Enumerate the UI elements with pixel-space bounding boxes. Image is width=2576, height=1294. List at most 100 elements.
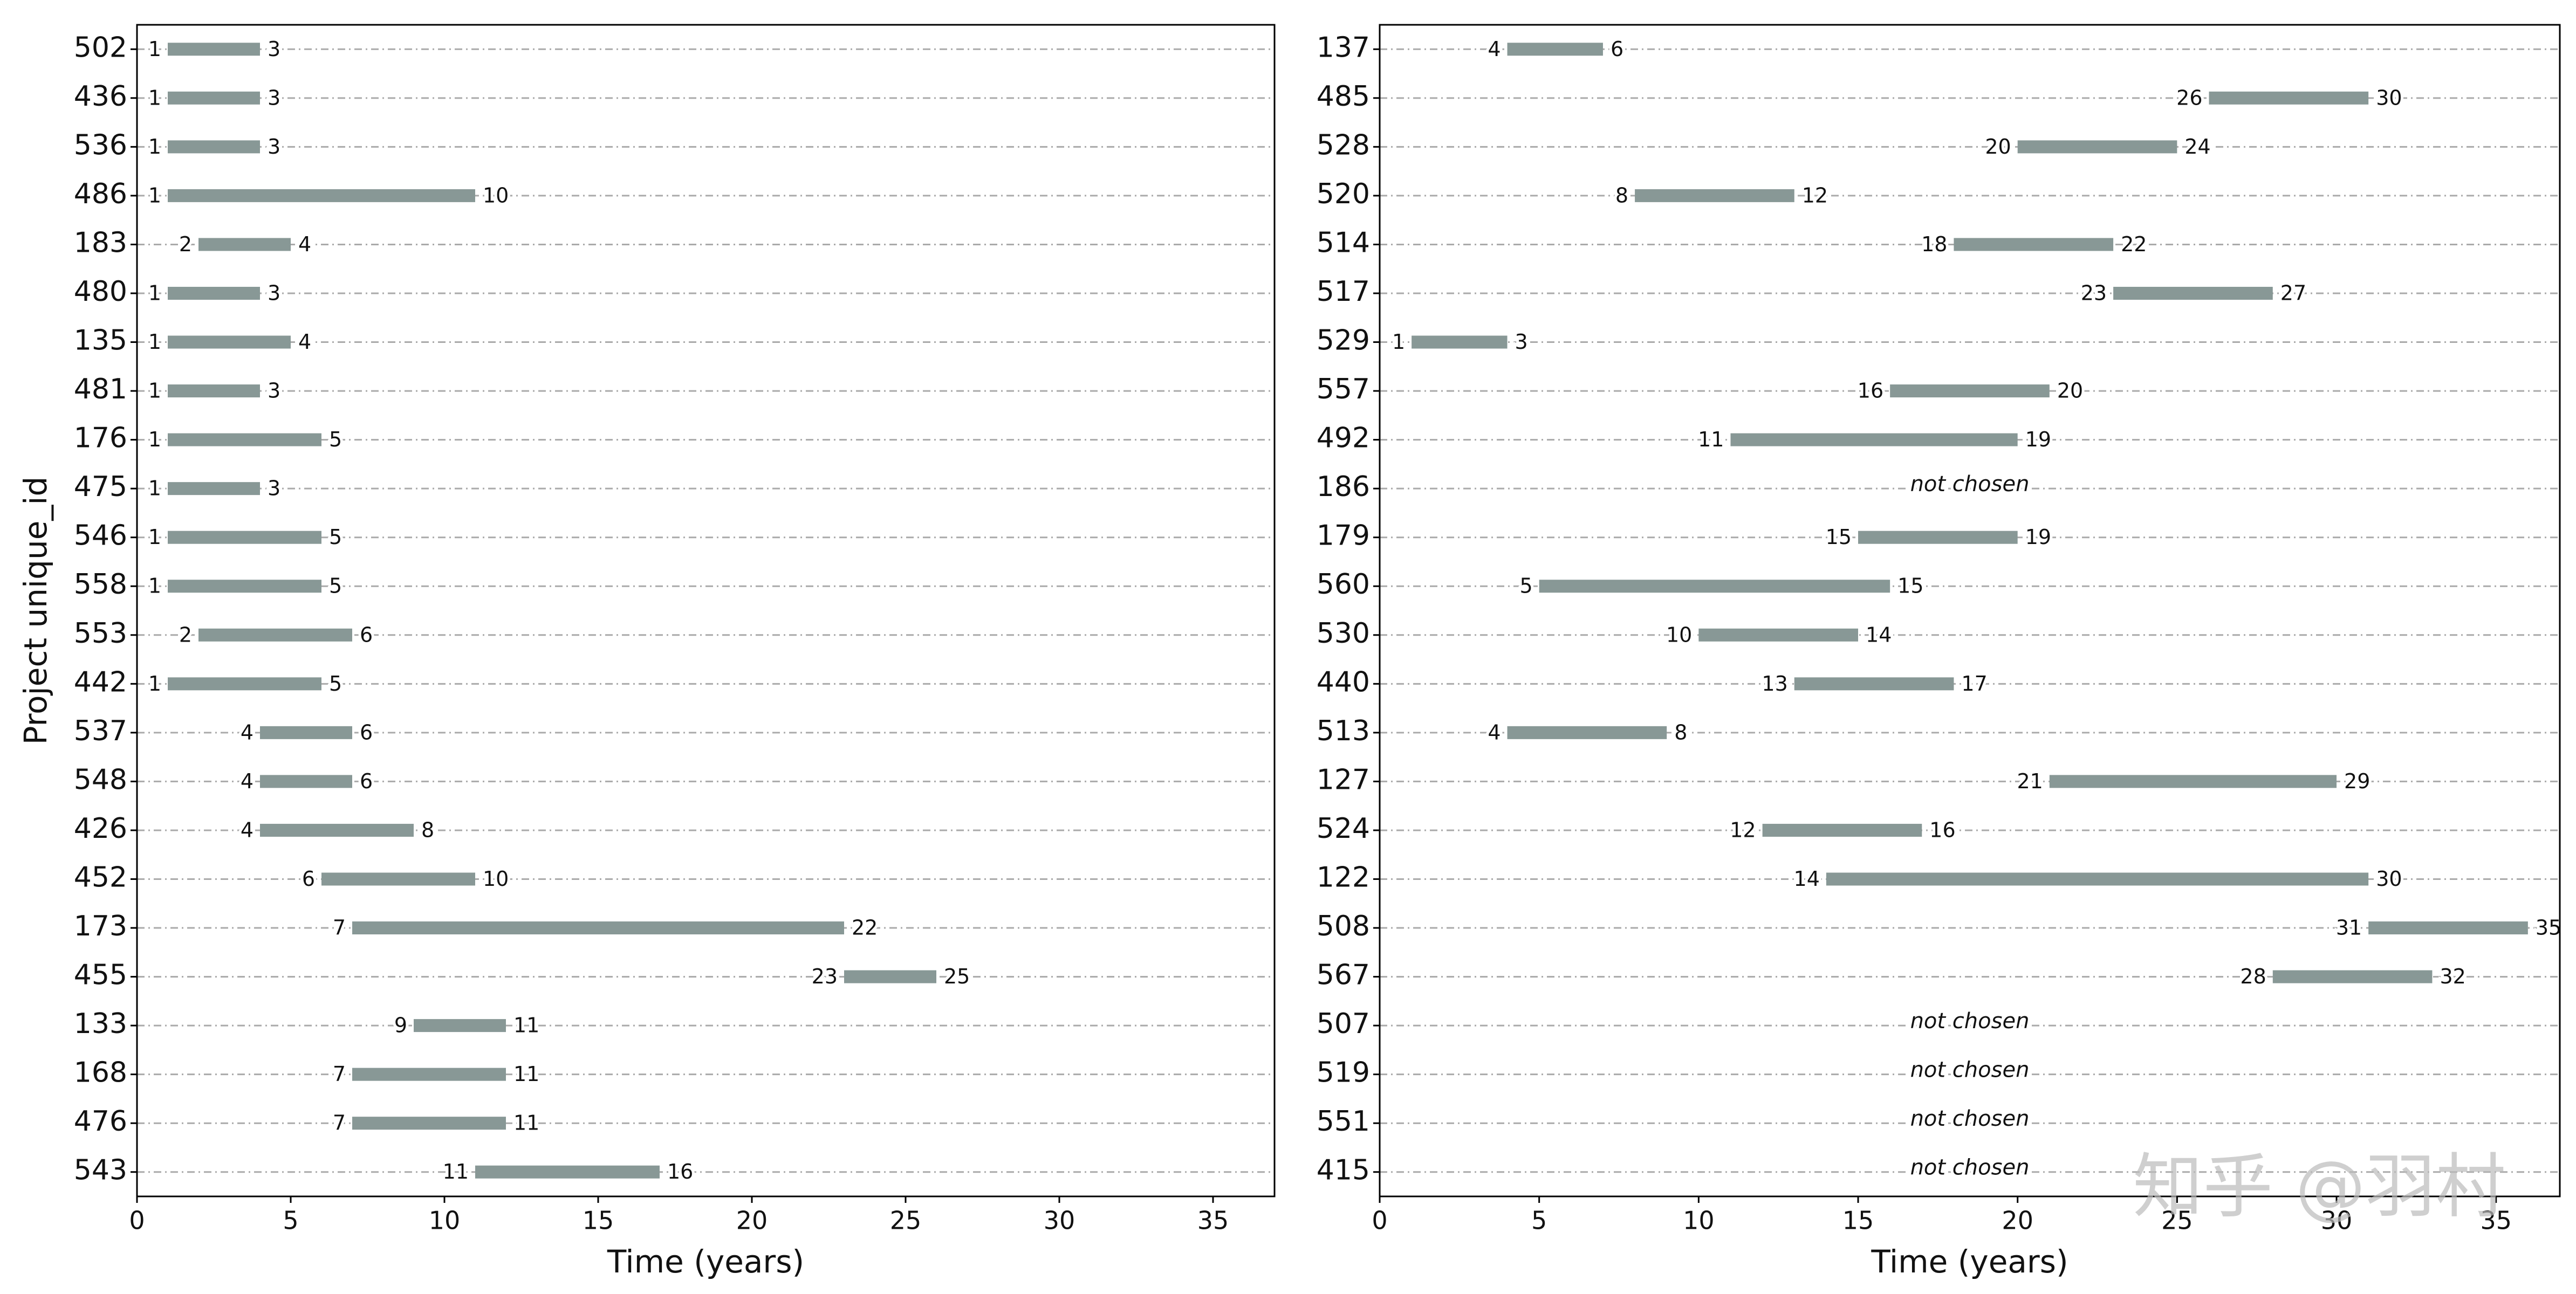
end-label: 3: [268, 477, 280, 500]
end-label: 11: [513, 1014, 539, 1037]
y-tick-label: 517: [1317, 276, 1370, 308]
bar: [1730, 433, 2018, 446]
bar: [2209, 91, 2369, 105]
y-tick-label: 137: [1317, 31, 1370, 64]
y-tick-label: 127: [1317, 763, 1370, 796]
y-tick-label: 179: [1317, 520, 1370, 552]
bar: [168, 677, 321, 691]
bar: [352, 921, 844, 935]
end-label: 10: [483, 867, 509, 891]
y-tick-label: 485: [1317, 80, 1370, 113]
y-tick-label: 176: [74, 422, 127, 455]
x-tick-label: 5: [283, 1206, 298, 1235]
y-tick-label: 455: [74, 959, 127, 992]
bar: [1507, 726, 1667, 739]
start-label: 7: [333, 916, 346, 940]
start-label: 1: [1392, 330, 1405, 354]
end-label: 20: [2057, 379, 2083, 403]
end-label: 12: [1802, 183, 1828, 207]
end-label: 22: [2121, 232, 2147, 256]
bar: [844, 970, 936, 983]
start-label: 1: [148, 330, 161, 354]
y-tick-label: 546: [74, 520, 127, 552]
end-label: 16: [1929, 818, 1955, 842]
start-label: 31: [2336, 916, 2362, 940]
end-label: 19: [2025, 525, 2051, 549]
bar: [260, 823, 414, 837]
start-label: 11: [443, 1160, 469, 1183]
panel: 1374855285205145175295574921861795605304…: [1317, 24, 2564, 1280]
bar: [168, 286, 260, 300]
start-label: 4: [1488, 720, 1501, 744]
start-label: 1: [148, 135, 161, 159]
start-label: 10: [1666, 623, 1692, 646]
y-tick-label: 442: [74, 666, 127, 698]
bar: [321, 872, 475, 886]
y-tick-label: 486: [74, 178, 127, 210]
y-tick-label: 452: [74, 861, 127, 893]
bar: [2368, 921, 2528, 935]
plot-frame: [1379, 24, 2561, 1197]
start-label: 1: [148, 86, 161, 109]
y-tick-label: 502: [74, 31, 127, 64]
bar: [168, 433, 321, 446]
bar: [1698, 628, 1859, 642]
start-label: 2: [179, 623, 192, 646]
end-label: 35: [2536, 916, 2561, 940]
bar: [2017, 140, 2177, 154]
y-tick-label: 186: [1317, 471, 1370, 503]
x-tick-label: 35: [1197, 1206, 1229, 1235]
y-tick-label: 553: [74, 617, 127, 650]
watermark: 知乎 @羽村: [2133, 1146, 2505, 1228]
end-label: 11: [513, 1062, 539, 1086]
end-label: 11: [513, 1111, 539, 1135]
start-label: 8: [1615, 183, 1628, 207]
y-tick-label: 514: [1317, 226, 1370, 259]
bar: [168, 580, 321, 593]
y-tick-label: 560: [1317, 568, 1370, 601]
bar: [168, 482, 260, 495]
y-tick-label: 480: [74, 276, 127, 308]
start-label: 23: [812, 965, 838, 988]
y-tick-label: 508: [1317, 910, 1370, 942]
y-tick-label: 557: [1317, 373, 1370, 405]
start-label: 26: [2176, 86, 2202, 109]
bar: [1635, 189, 1794, 202]
end-label: 6: [360, 720, 373, 744]
end-label: 30: [2376, 86, 2402, 109]
start-label: 1: [148, 281, 161, 305]
end-label: 3: [268, 37, 280, 61]
start-label: 1: [148, 428, 161, 451]
x-tick-label: 10: [429, 1206, 461, 1235]
y-axis-label: Project unique_id: [17, 477, 54, 745]
start-label: 11: [1698, 428, 1724, 451]
x-tick-label: 25: [890, 1206, 922, 1235]
start-label: 13: [1762, 672, 1787, 696]
not-chosen-label: not chosen: [1910, 1155, 2030, 1180]
end-label: 5: [329, 574, 342, 598]
start-label: 12: [1730, 818, 1756, 842]
y-tick-label: 168: [74, 1057, 127, 1089]
y-tick-label: 551: [1317, 1105, 1370, 1138]
y-tick-label: 513: [1317, 715, 1370, 747]
bar: [1954, 238, 2114, 251]
bar: [1507, 43, 1603, 56]
y-tick-label: 519: [1317, 1057, 1370, 1089]
y-tick-label: 507: [1317, 1008, 1370, 1040]
y-tick-label: 528: [1317, 129, 1370, 161]
end-label: 22: [852, 916, 878, 940]
start-label: 23: [2081, 281, 2107, 305]
end-label: 8: [1674, 720, 1687, 744]
x-tick-label: 10: [1683, 1206, 1715, 1235]
end-label: 30: [2376, 867, 2402, 891]
bar: [168, 189, 475, 202]
bar: [198, 238, 291, 251]
y-tick-label: 426: [74, 813, 127, 845]
bar: [168, 91, 260, 105]
end-label: 24: [2184, 135, 2210, 159]
start-label: 28: [2240, 965, 2266, 988]
x-tick-label: 15: [1842, 1206, 1874, 1235]
x-tick-label: 0: [1372, 1206, 1387, 1235]
y-tick-label: 436: [74, 80, 127, 113]
y-tick-label: 558: [74, 568, 127, 601]
